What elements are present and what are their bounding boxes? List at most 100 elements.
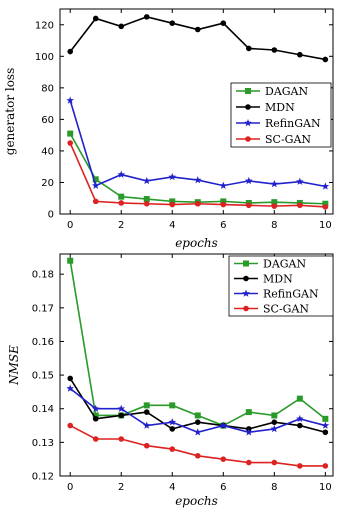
data-point	[143, 409, 150, 415]
data-point	[322, 56, 329, 63]
plot-frame	[59, 8, 334, 215]
data-point	[296, 395, 303, 402]
y-tick-label: 0	[48, 210, 54, 221]
data-point	[246, 45, 252, 52]
x-axis-label: epochs	[175, 236, 218, 250]
data-point	[117, 404, 126, 412]
data-point	[219, 421, 228, 429]
data-point	[219, 181, 228, 189]
data-point	[245, 409, 252, 416]
data-point	[220, 201, 227, 208]
y-tick-label: 120	[35, 20, 54, 31]
data-point	[142, 421, 151, 429]
data-point	[169, 201, 176, 208]
data-point	[66, 384, 75, 392]
plot-frame	[59, 253, 334, 477]
x-tick-label: 0	[67, 482, 73, 493]
legend-label: RefinGAN	[263, 288, 319, 301]
y-tick-label: 0.13	[32, 438, 54, 449]
legend-label: DAGAN	[265, 85, 308, 98]
data-point	[169, 426, 176, 432]
data-point	[168, 418, 177, 426]
data-point	[118, 412, 125, 419]
legend-label: MDN	[265, 101, 295, 114]
x-tick-label: 0	[67, 220, 73, 231]
series-sc-gan	[67, 422, 329, 469]
data-point	[297, 463, 303, 469]
data-point	[66, 96, 75, 104]
x-tick-label: 4	[169, 482, 175, 493]
y-tick-label: 0.14	[32, 404, 54, 415]
y-tick-label: 0.12	[32, 472, 54, 483]
legend-marker	[244, 119, 252, 127]
y-axis-label: generator loss	[3, 68, 17, 155]
data-point	[246, 202, 252, 209]
data-point	[246, 459, 252, 466]
data-point	[271, 199, 278, 206]
y-tick-label: 20	[41, 178, 54, 189]
data-point	[270, 180, 279, 188]
data-point	[168, 172, 177, 181]
data-point	[118, 200, 125, 206]
data-point	[142, 176, 151, 185]
data-point	[118, 193, 125, 200]
data-point	[271, 47, 278, 53]
data-point	[118, 436, 125, 442]
chart-2: 0 2 4 6 8 10 0.12 0.13 0.14 0.15 0.16 0.17 0.18 epoch…	[7, 253, 334, 508]
legend-label: SC-GAN	[265, 133, 311, 146]
data-point	[67, 48, 74, 55]
data-point	[194, 26, 201, 33]
y-tick-label: 0.15	[32, 371, 54, 382]
legend-marker	[245, 88, 251, 94]
data-point	[321, 421, 330, 429]
data-point	[270, 424, 279, 433]
data-point	[297, 51, 303, 58]
legend-marker	[245, 104, 251, 110]
data-point	[322, 200, 329, 207]
y-tick-label: 0.18	[32, 270, 54, 281]
series-refingan	[66, 384, 330, 436]
y-tick-label: 0.16	[32, 337, 54, 348]
series-sc-gan	[67, 140, 329, 210]
data-point	[92, 416, 99, 422]
x-tick-label: 10	[319, 220, 332, 231]
data-point	[92, 436, 99, 442]
y-tick-label: 80	[41, 83, 54, 94]
y-axis-label: NMSE	[7, 345, 21, 386]
legend-marker	[242, 289, 250, 297]
series-line	[69, 142, 326, 208]
data-point	[220, 20, 227, 26]
x-tick-label: 10	[319, 482, 332, 493]
legend-marker	[243, 260, 249, 267]
data-point	[296, 177, 304, 185]
x-tick-label: 6	[220, 482, 226, 493]
data-point	[143, 442, 150, 449]
legend-label: SC-GAN	[263, 303, 309, 316]
legend-marker	[243, 305, 249, 312]
legend: DAGAN MDN RefinGAN SC-GAN	[228, 255, 334, 317]
x-axis-label: epochs	[175, 494, 218, 508]
legend: DAGAN MDN RefinGAN SC-GAN	[230, 82, 332, 148]
data-point	[297, 202, 303, 209]
data-point	[271, 412, 278, 419]
data-point	[220, 198, 227, 205]
data-point	[143, 196, 150, 203]
y-tick-label: 0.17	[32, 303, 54, 314]
x-tick-label: 8	[271, 220, 277, 231]
data-point	[92, 198, 99, 205]
data-point	[245, 176, 253, 185]
series-mdn	[67, 14, 329, 63]
data-point	[321, 182, 330, 190]
data-point	[169, 402, 176, 409]
data-point	[194, 200, 201, 207]
x-tick-label: 2	[118, 220, 124, 231]
data-point	[169, 446, 176, 452]
data-point	[194, 412, 201, 419]
data-point	[169, 20, 176, 26]
data-point	[67, 140, 74, 146]
data-point	[193, 428, 202, 436]
data-point	[271, 419, 278, 425]
data-point	[143, 402, 150, 409]
data-point	[271, 203, 278, 209]
